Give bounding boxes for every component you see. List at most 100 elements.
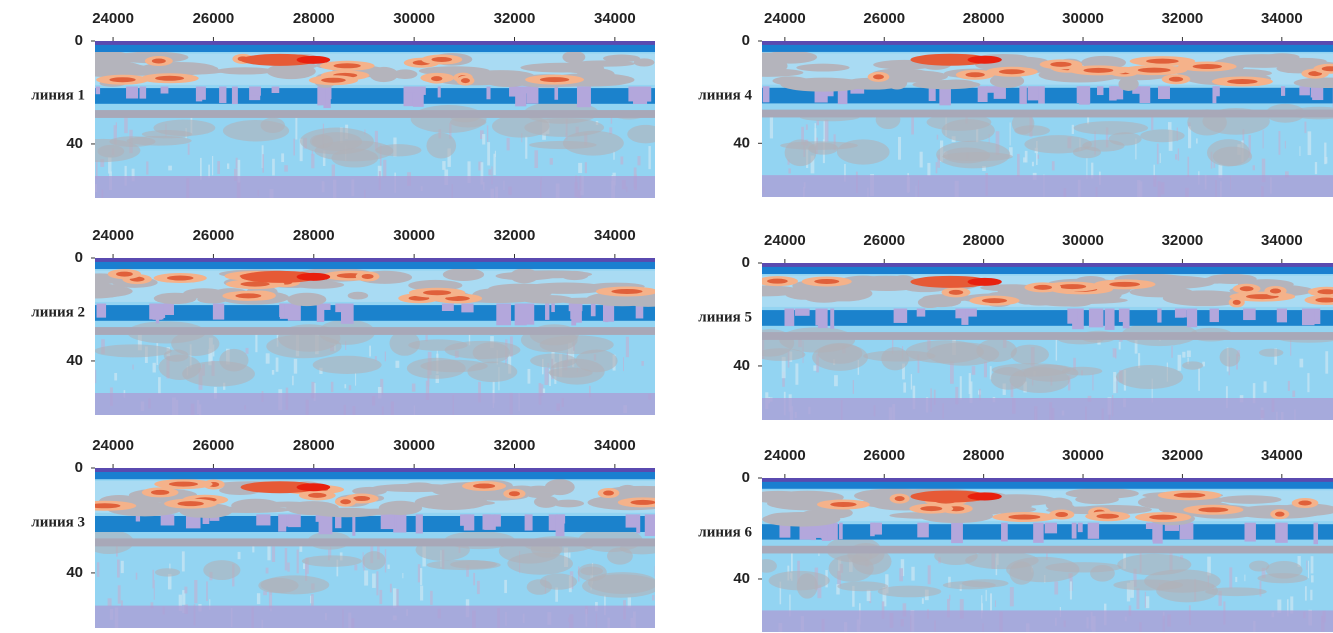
streak [442,161,446,170]
streak [1304,121,1307,134]
streak [152,362,156,373]
streak [482,134,486,145]
blue-gap [1299,86,1310,96]
grey-blob [762,511,841,527]
grey-blob [770,490,844,505]
blue-gap [149,303,164,320]
streak [299,542,303,552]
streak [1134,339,1138,354]
grey-blob [539,335,614,355]
streak [1252,165,1256,171]
blue-gap [219,86,227,104]
grey-blob [266,334,342,359]
red-core [630,499,655,505]
streak [787,159,790,165]
streak [1177,148,1180,161]
x-tick-label: 32000 [494,227,536,244]
x-tick-label: 26000 [193,437,235,454]
streak [544,367,549,385]
streak [781,356,786,379]
grey-blob [183,288,225,299]
streak [1229,567,1233,589]
blue-gap [1027,86,1039,101]
blue-gap [799,522,812,540]
streak [979,388,981,401]
blue-gap [986,86,1000,93]
grey-blob [784,287,826,300]
grey-blob [627,124,655,144]
blue-gap [1088,308,1104,328]
blue-gap [256,514,271,526]
grey-blob [549,358,605,385]
streak [189,344,192,368]
grey-blob [762,559,777,573]
streak [572,345,575,368]
grey-blob [526,579,552,595]
streak [1263,381,1267,393]
streak [1248,134,1251,158]
grey-blob [1276,503,1333,516]
red-core [95,503,121,509]
blue-gap [249,86,261,96]
streak [287,562,290,572]
streak [292,375,294,386]
streak [1306,560,1308,570]
streak [1186,350,1191,358]
blue-gap [637,86,652,102]
streak [379,589,383,605]
streak [620,156,624,165]
line-label: линия 6 [698,524,752,540]
streak [281,153,285,163]
blue-gap [1075,308,1081,322]
blue-gap [340,303,354,324]
streak [1198,367,1200,391]
grey-blob [562,50,586,64]
streak [881,601,885,619]
streak [627,597,632,608]
blue-gap [635,303,644,319]
streak [1116,377,1118,393]
streak [555,587,559,602]
red-core [1227,79,1258,85]
blue-gap [396,514,401,530]
grey-blob [95,344,172,358]
streak [425,380,430,401]
streak [1024,150,1028,163]
blue-gap [288,514,301,528]
blue-gap [571,303,577,326]
red-core [1168,76,1184,82]
streak [1287,380,1290,392]
streak [158,377,161,394]
blue-gap [1087,522,1100,539]
grey-blob [1011,112,1035,135]
streak [168,165,172,171]
anomaly [910,490,991,503]
streak [114,372,118,381]
grey-blob [989,74,1025,88]
streak [395,360,400,368]
streak [1274,348,1278,365]
red-core [431,57,453,63]
grey-band [95,327,655,335]
blue-gap [1104,308,1115,330]
blue-gap [795,308,810,316]
streak [971,366,976,375]
streak [1114,349,1117,359]
red-core [1050,61,1072,67]
streak [295,117,298,140]
streak [1159,153,1161,163]
top-strip-blue [762,263,1333,274]
red-core [353,496,371,502]
x-tick-label: 26000 [863,232,905,249]
blue-gap [951,522,963,544]
streak [988,134,990,144]
x-tick-label: 28000 [293,227,335,244]
red-core [1317,289,1333,295]
grey-blob [937,79,975,87]
red-core [1192,64,1222,70]
streak [256,593,261,605]
x-tick-label: 24000 [764,232,806,249]
streak [1054,581,1059,595]
streak [641,361,644,366]
grey-blob [1075,494,1119,505]
